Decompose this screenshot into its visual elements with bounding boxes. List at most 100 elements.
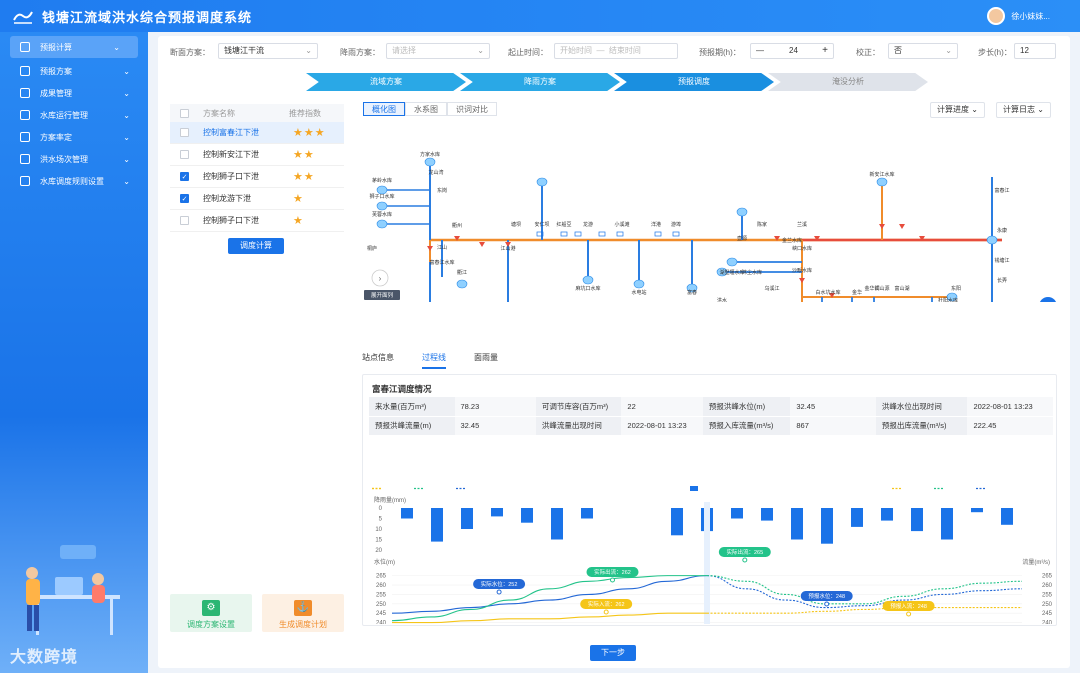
series-line[interactable] bbox=[707, 607, 1022, 614]
sluice-icon[interactable] bbox=[654, 231, 662, 237]
reservoir-icon[interactable] bbox=[946, 292, 958, 302]
rain-bar[interactable] bbox=[551, 508, 563, 540]
section-select[interactable]: 钱塘江干流 ⌄ bbox=[218, 43, 318, 59]
series-line[interactable] bbox=[706, 575, 1023, 605]
sluice-icon[interactable] bbox=[574, 231, 582, 237]
gauge-station-icon[interactable] bbox=[505, 242, 511, 247]
series-line[interactable] bbox=[391, 575, 707, 622]
value-callout[interactable]: 实际出流：262 bbox=[586, 567, 639, 583]
reservoir-icon[interactable] bbox=[986, 235, 998, 245]
select-all-checkbox[interactable] bbox=[180, 108, 189, 118]
gauge-station-icon[interactable] bbox=[799, 278, 805, 283]
rain-bar[interactable] bbox=[431, 508, 443, 542]
value-callout[interactable]: 实际入流：262 bbox=[580, 599, 633, 615]
value-callout[interactable]: 实际水位：252 bbox=[473, 579, 526, 595]
expand-panel-button[interactable]: › 展开面列 bbox=[364, 269, 400, 300]
reservoir-icon[interactable] bbox=[736, 207, 748, 217]
sidebar-item-6[interactable]: 水库调度规则设置 ⌄ bbox=[0, 170, 148, 192]
rain-bar[interactable] bbox=[791, 508, 803, 540]
view-tab-0[interactable]: 概化图 bbox=[363, 102, 405, 116]
view-tab-2[interactable]: 识词对比 bbox=[447, 102, 497, 116]
legend-item[interactable] bbox=[690, 486, 698, 491]
reservoir-icon[interactable] bbox=[376, 219, 388, 229]
rain-bar[interactable] bbox=[821, 508, 833, 544]
plan-row[interactable]: ✓ 控制龙游下泄 ★ bbox=[170, 188, 344, 210]
plan-checkbox[interactable]: ✓ bbox=[180, 194, 189, 203]
reservoir-icon[interactable] bbox=[726, 257, 738, 267]
rain-bar[interactable] bbox=[731, 508, 743, 519]
time-range-input[interactable]: 开始时间 — 结束时间 bbox=[554, 43, 678, 59]
value-callout[interactable]: 预报水位：248 bbox=[800, 591, 853, 607]
series-line[interactable] bbox=[391, 575, 708, 614]
minus-button[interactable]: — bbox=[756, 46, 764, 55]
series-line[interactable] bbox=[392, 612, 707, 624]
reservoir-icon[interactable] bbox=[376, 201, 388, 211]
sluice-icon[interactable] bbox=[536, 231, 544, 237]
gauge-station-icon[interactable] bbox=[919, 236, 925, 241]
sluice-icon[interactable] bbox=[616, 231, 624, 237]
gauge-station-icon[interactable] bbox=[479, 242, 485, 247]
plan-row[interactable]: ✓ 控制狮子口下泄 ★★ bbox=[170, 166, 344, 188]
gauge-station-icon[interactable] bbox=[814, 236, 820, 241]
rain-bar[interactable] bbox=[671, 508, 683, 536]
reservoir-icon[interactable] bbox=[876, 177, 888, 187]
rain-bar[interactable] bbox=[851, 508, 863, 527]
period-stepper[interactable]: — 24 + bbox=[750, 43, 834, 59]
sluice-icon[interactable] bbox=[560, 231, 568, 237]
detail-tab-1[interactable]: 过程线 bbox=[422, 352, 446, 369]
sidebar-item-0[interactable]: 预报计算 ⌄ bbox=[10, 36, 138, 58]
rain-select[interactable]: 请选择 ⌄ bbox=[386, 43, 490, 59]
play-button[interactable] bbox=[1039, 297, 1057, 302]
gauge-station-icon[interactable] bbox=[427, 246, 433, 251]
reservoir-icon[interactable] bbox=[633, 279, 645, 289]
plus-button[interactable]: + bbox=[822, 45, 828, 56]
detail-tab-0[interactable]: 站点信息 bbox=[362, 353, 394, 362]
dispatch-calc-button[interactable]: 调度计算 bbox=[228, 238, 284, 254]
wizard-step-0[interactable]: 流域方案 bbox=[306, 73, 466, 91]
rain-bar[interactable] bbox=[581, 508, 593, 519]
generate-plan-tile[interactable]: ⚓ 生成调度计划 bbox=[262, 594, 344, 632]
reservoir-icon[interactable] bbox=[536, 177, 548, 187]
gauge-station-icon[interactable] bbox=[899, 224, 905, 229]
rain-bar[interactable] bbox=[491, 508, 503, 517]
rain-bar[interactable] bbox=[881, 508, 893, 521]
reservoir-icon[interactable] bbox=[424, 157, 436, 167]
gauge-station-icon[interactable] bbox=[879, 224, 885, 229]
view-tab-1[interactable]: 水系图 bbox=[405, 102, 447, 116]
wizard-step-1[interactable]: 降雨方案 bbox=[460, 73, 620, 91]
gauge-station-icon[interactable] bbox=[454, 236, 460, 241]
sidebar-item-5[interactable]: 洪水场次管理 ⌄ bbox=[0, 148, 148, 170]
step-input[interactable]: 12 bbox=[1014, 43, 1056, 59]
dispatch-setting-tile[interactable]: ⚙ 调度方案设置 bbox=[170, 594, 252, 632]
plan-checkbox[interactable] bbox=[180, 128, 189, 137]
reservoir-icon[interactable] bbox=[686, 283, 698, 293]
sidebar-item-2[interactable]: 成果管理 ⌄ bbox=[0, 82, 148, 104]
correct-select[interactable]: 否 ⌄ bbox=[888, 43, 958, 59]
sluice-icon[interactable] bbox=[672, 231, 680, 237]
rain-bar[interactable] bbox=[521, 508, 533, 523]
log-dropdown[interactable]: 计算日志 ⌄ bbox=[996, 102, 1051, 118]
sidebar-item-1[interactable]: 预报方案 ⌄ bbox=[0, 60, 148, 82]
plan-row[interactable]: 控制新安江下泄 ★★ bbox=[170, 144, 344, 166]
sluice-icon[interactable] bbox=[598, 231, 606, 237]
detail-tab-2[interactable]: 面雨量 bbox=[474, 353, 498, 362]
reservoir-icon[interactable] bbox=[456, 279, 468, 289]
gauge-station-icon[interactable] bbox=[774, 236, 780, 241]
rain-bar[interactable] bbox=[911, 508, 923, 532]
rain-bar[interactable] bbox=[761, 508, 773, 521]
sidebar-item-3[interactable]: 水库运行管理 ⌄ bbox=[0, 104, 148, 126]
plan-checkbox[interactable] bbox=[180, 150, 189, 159]
rain-bar[interactable] bbox=[1001, 508, 1013, 525]
next-step-button[interactable]: 下一步 bbox=[590, 645, 636, 661]
wizard-step-2[interactable]: 预报调度 bbox=[614, 73, 774, 91]
plan-checkbox[interactable] bbox=[180, 216, 189, 225]
reservoir-icon[interactable] bbox=[582, 275, 594, 285]
plan-row[interactable]: 控制富春江下泄 ★★★ bbox=[170, 122, 344, 144]
reservoir-icon[interactable] bbox=[376, 185, 388, 195]
value-callout[interactable]: 预报入流：248 bbox=[882, 601, 935, 617]
rain-bar[interactable] bbox=[401, 508, 413, 519]
plan-row[interactable]: 控制狮子口下泄 ★ bbox=[170, 210, 344, 232]
rain-bar[interactable] bbox=[461, 508, 473, 529]
value-callout[interactable]: 实际出流：265 bbox=[718, 547, 771, 563]
progress-dropdown[interactable]: 计算进度 ⌄ bbox=[930, 102, 985, 118]
